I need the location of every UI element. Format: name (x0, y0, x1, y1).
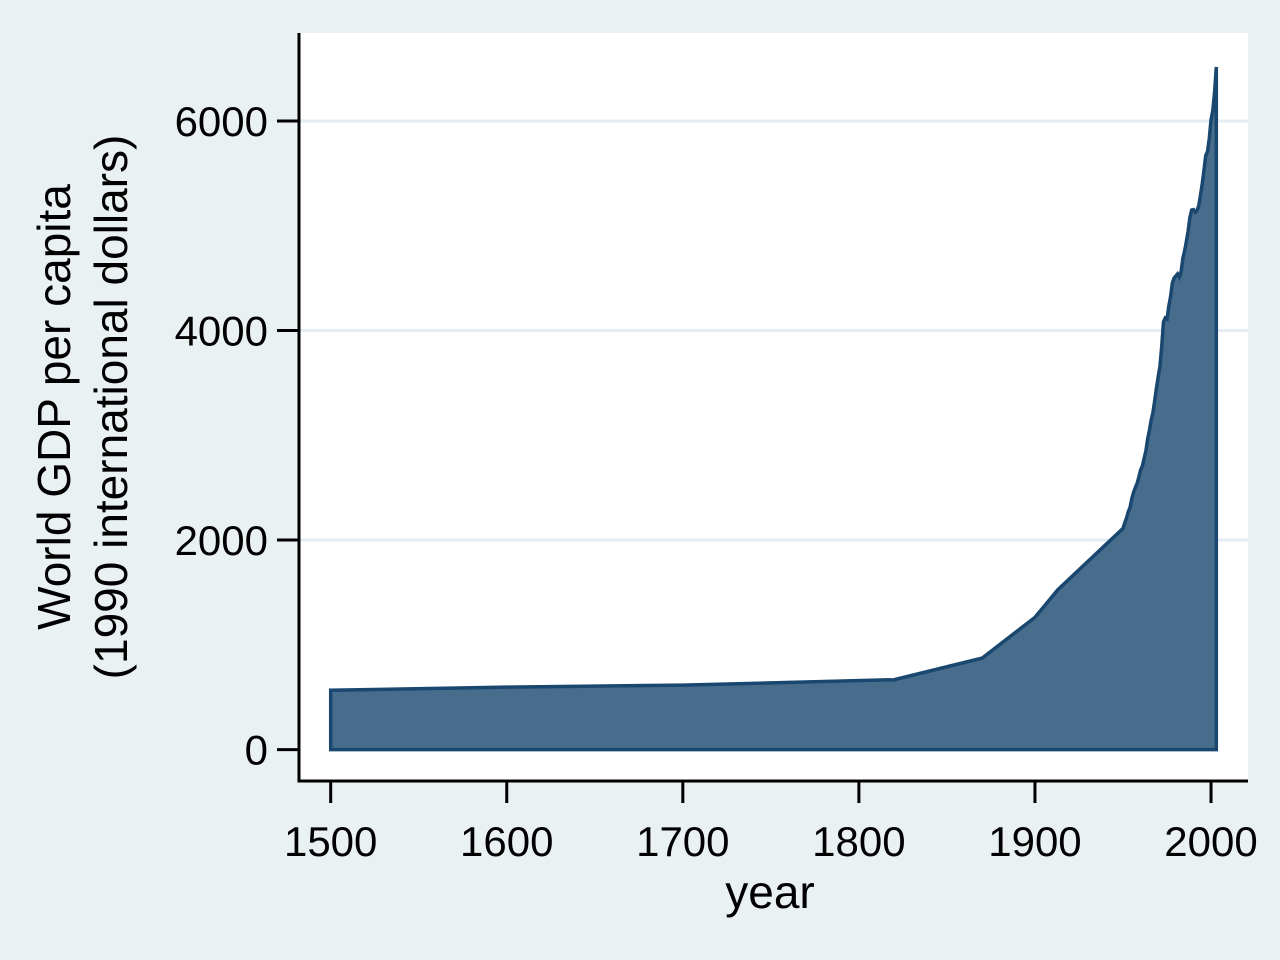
y-tick-label-6000: 6000 (175, 98, 268, 145)
y-axis-title-line-2: (1990 international dollars) (85, 135, 137, 680)
x-axis-title: year (725, 866, 814, 918)
y-axis-title-line-1: World GDP per capita (28, 184, 80, 630)
y-tick-label-4000: 4000 (175, 308, 268, 355)
y-tick-label-0: 0 (245, 727, 268, 774)
x-tick-label-2000: 2000 (1164, 818, 1257, 865)
x-tick-label-1800: 1800 (812, 818, 905, 865)
area-series-world-gdp (328, 66, 1219, 752)
x-tick-label-1500: 1500 (284, 818, 377, 865)
x-tick-label-1900: 1900 (988, 818, 1081, 865)
x-tick-label-1700: 1700 (636, 818, 729, 865)
x-tick-label-1600: 1600 (460, 818, 553, 865)
y-tick-label-2000: 2000 (175, 517, 268, 564)
